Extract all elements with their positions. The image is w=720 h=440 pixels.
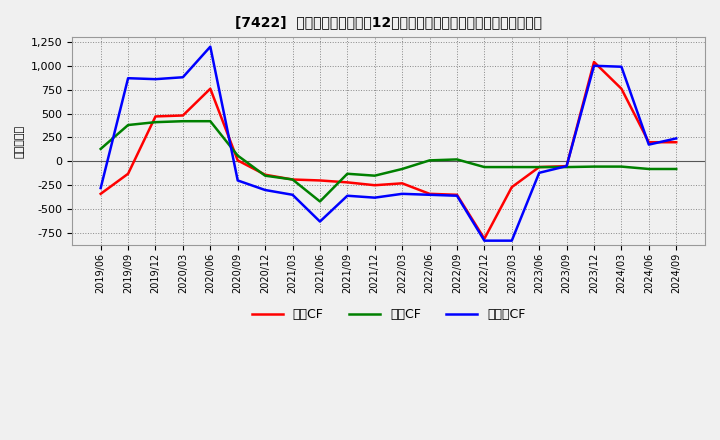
フリーCF [644,142,653,147]
営業CF [562,164,571,169]
営業CF [206,86,215,92]
投資CF [370,173,379,178]
フリーCF [261,187,269,193]
投資CF [96,146,105,151]
投資CF [508,165,516,170]
投資CF [179,118,187,124]
営業CF [261,172,269,177]
フリーCF [453,193,462,198]
営業CF [672,139,680,145]
営業CF [179,113,187,118]
営業CF [398,181,407,186]
投資CF [315,199,324,204]
フリーCF [562,164,571,169]
フリーCF [288,192,297,198]
投資CF [233,153,242,158]
投資CF [124,122,132,128]
投資CF [480,165,489,170]
投資CF [672,166,680,172]
投資CF [535,165,544,170]
Title: [7422]  キャッシュフローの12か月移動合計の対前年同期増減額の推移: [7422] キャッシュフローの12か月移動合計の対前年同期増減額の推移 [235,15,542,29]
営業CF [343,180,351,185]
営業CF [480,236,489,242]
営業CF [233,158,242,163]
Y-axis label: （百万円）: （百万円） [15,125,25,158]
投資CF [562,165,571,170]
営業CF [151,114,160,119]
投資CF [288,177,297,182]
営業CF [315,178,324,183]
投資CF [206,118,215,124]
投資CF [343,171,351,176]
フリーCF [508,238,516,243]
フリーCF [96,185,105,191]
Line: 営業CF: 営業CF [101,62,676,239]
営業CF [590,59,598,65]
フリーCF [370,195,379,200]
営業CF [617,86,626,92]
営業CF [426,191,434,197]
投資CF [151,120,160,125]
フリーCF [426,192,434,198]
投資CF [261,173,269,178]
Line: 投資CF: 投資CF [101,121,676,202]
フリーCF [315,219,324,224]
投資CF [398,166,407,172]
営業CF [124,171,132,176]
営業CF [508,184,516,190]
フリーCF [672,136,680,141]
フリーCF [480,238,489,243]
フリーCF [398,191,407,197]
フリーCF [535,170,544,176]
営業CF [96,191,105,197]
フリーCF [206,44,215,49]
フリーCF [343,193,351,198]
Legend: 営業CF, 投資CF, フリーCF: 営業CF, 投資CF, フリーCF [246,303,531,326]
Line: フリーCF: フリーCF [101,47,676,241]
営業CF [370,183,379,188]
フリーCF [179,75,187,80]
フリーCF [590,63,598,68]
フリーCF [124,76,132,81]
投資CF [453,157,462,162]
フリーCF [617,64,626,70]
投資CF [590,164,598,169]
営業CF [535,165,544,170]
フリーCF [233,178,242,183]
フリーCF [151,77,160,82]
営業CF [288,177,297,182]
投資CF [426,158,434,163]
営業CF [453,192,462,198]
投資CF [617,164,626,169]
投資CF [644,166,653,172]
営業CF [644,139,653,145]
